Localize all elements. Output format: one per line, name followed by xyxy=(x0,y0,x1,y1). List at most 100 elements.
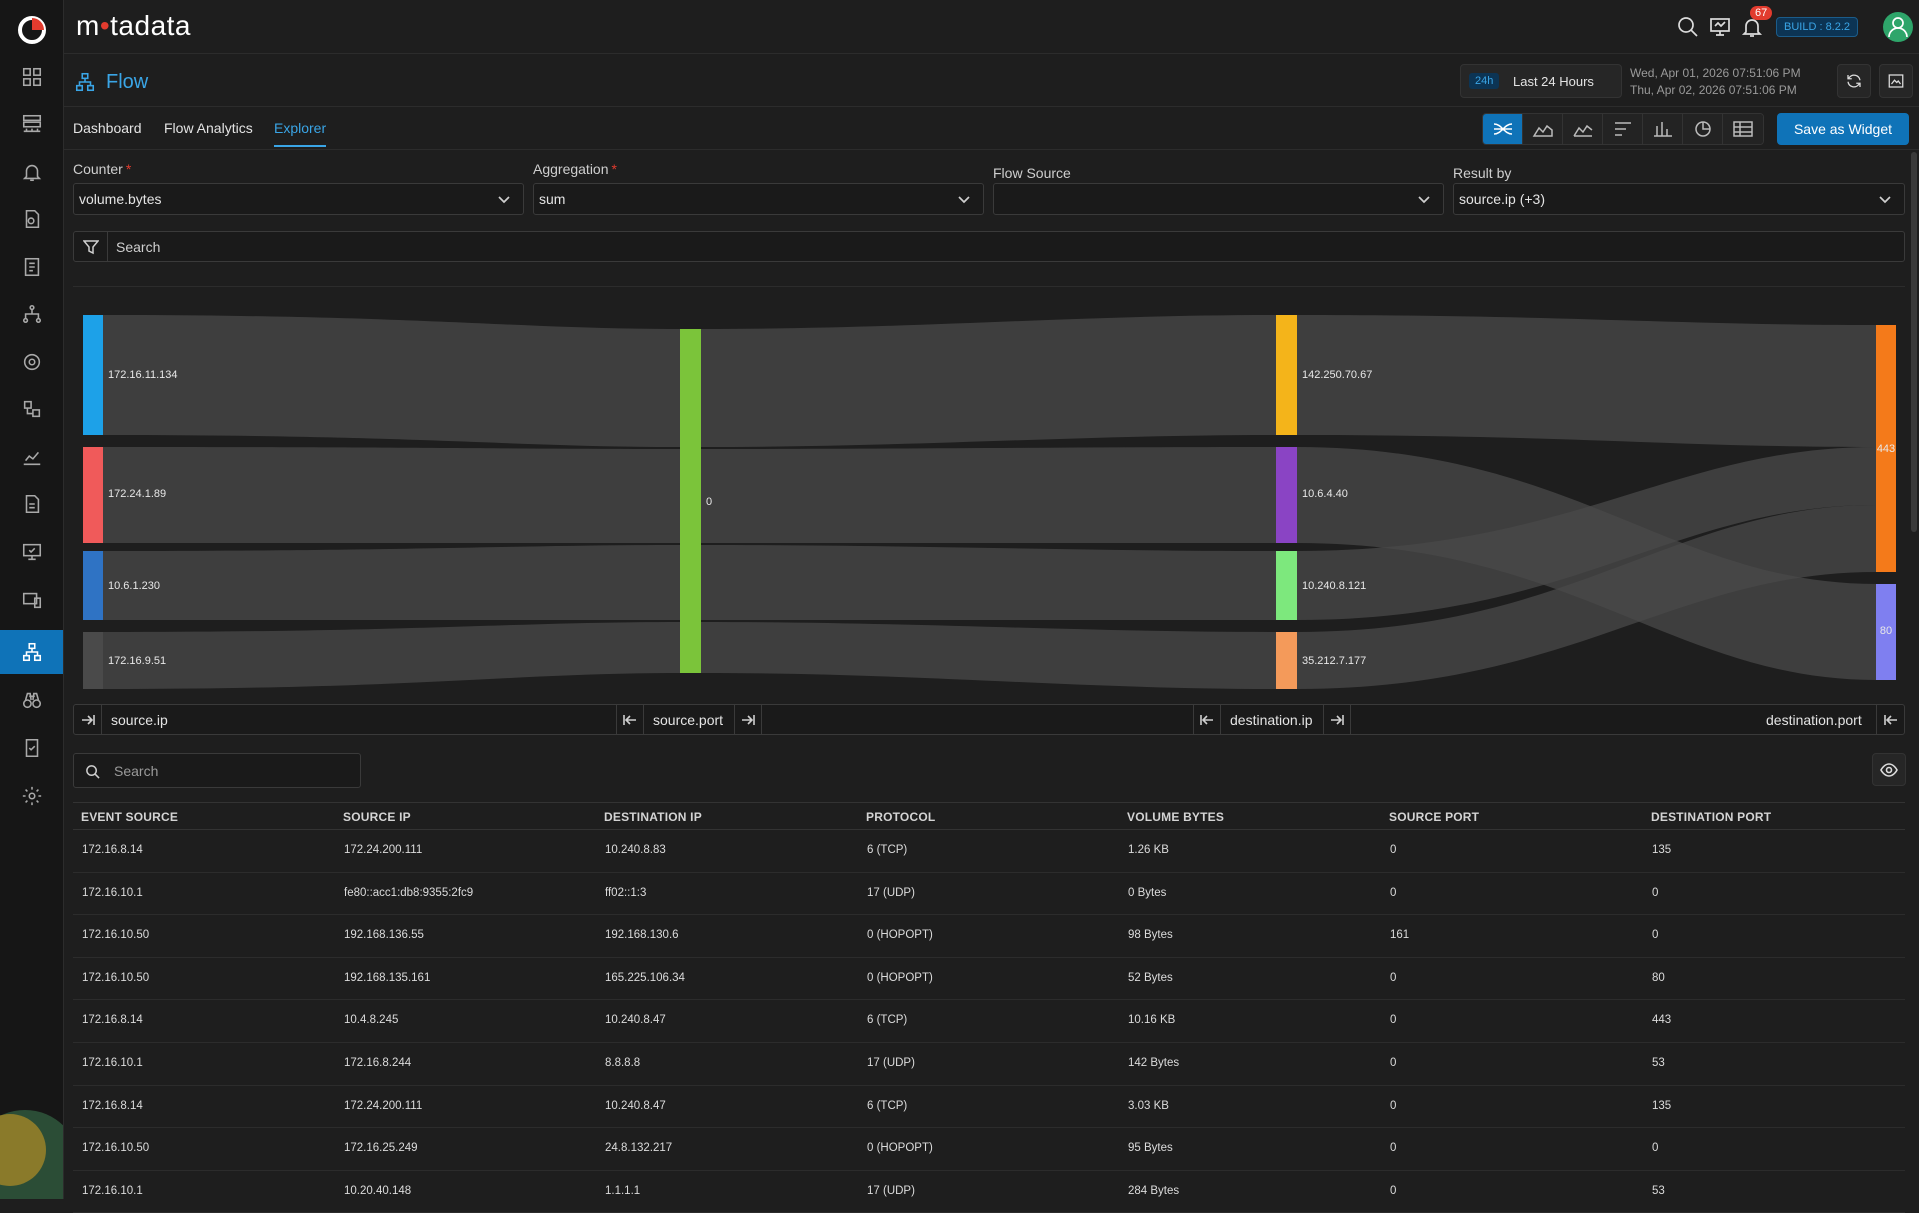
bell-icon[interactable] xyxy=(1740,15,1764,39)
area-chart-icon[interactable] xyxy=(1523,114,1563,144)
remote-desktop-icon[interactable] xyxy=(0,530,63,574)
dimension-source-port[interactable]: source.port xyxy=(653,711,724,728)
result-by-select[interactable]: source.ip (+3) xyxy=(1453,183,1905,215)
table-cell: 53 xyxy=(1652,1056,1665,1069)
table-row[interactable]: 172.16.10.50 192.168.136.55 192.168.130.6 0… xyxy=(73,915,1905,958)
monitor-scan-icon[interactable] xyxy=(0,340,63,384)
vertical-bar-chart-icon[interactable] xyxy=(1643,114,1683,144)
tab-dashboard[interactable]: Dashboard xyxy=(73,120,142,136)
motadata-logo-icon[interactable] xyxy=(16,14,48,46)
table-cell: 0 (HOPOPT) xyxy=(867,1142,933,1155)
table-row[interactable]: 172.16.10.50 172.16.25.249 24.8.132.217 0 (… xyxy=(73,1128,1905,1171)
table-cell: 0 (HOPOPT) xyxy=(867,971,933,984)
expand-right-icon[interactable] xyxy=(1323,705,1351,734)
monitor-icon[interactable] xyxy=(1708,15,1732,39)
table-cell: 172.24.200.111 xyxy=(344,844,423,856)
flow-icon xyxy=(74,71,96,93)
result-by-label: Result by xyxy=(1453,165,1512,181)
table-cell: 3.03 KB xyxy=(1128,1099,1169,1112)
node-label: 172.16.11.134 xyxy=(108,369,178,381)
table-row[interactable]: 172.16.10.50 192.168.135.161 165.225.106.3… xyxy=(73,958,1905,1001)
filter-funnel-icon[interactable] xyxy=(74,232,108,261)
node-label: 172.24.1.89 xyxy=(108,488,166,500)
binoculars-icon[interactable] xyxy=(0,678,63,722)
refresh-button[interactable] xyxy=(1837,64,1871,98)
document-icon[interactable] xyxy=(0,482,63,526)
export-image-button[interactable] xyxy=(1879,64,1913,98)
chevron-down-icon xyxy=(958,196,970,204)
dimension-destination-port[interactable]: destination.port xyxy=(1766,711,1862,728)
settings-gear-icon[interactable] xyxy=(0,774,63,818)
log-icon[interactable] xyxy=(0,197,63,241)
flow-source-select[interactable] xyxy=(993,183,1444,215)
save-as-widget-button[interactable]: Save as Widget xyxy=(1777,113,1909,145)
user-avatar[interactable] xyxy=(1883,12,1913,42)
page-title: Flow xyxy=(106,71,149,93)
report-icon[interactable] xyxy=(0,245,63,289)
device-icon[interactable] xyxy=(0,578,63,622)
decorative-shape-icon xyxy=(0,1110,63,1199)
pie-chart-icon[interactable] xyxy=(1683,114,1723,144)
table-row[interactable]: 172.16.10.1 10.20.40.148 1.1.1.1 17 (UDP) 28… xyxy=(73,1171,1905,1213)
sankey-link xyxy=(1297,447,1876,680)
table-cell: 142 Bytes xyxy=(1128,1056,1180,1069)
column-header[interactable]: DESTINATION PORT xyxy=(1651,810,1772,824)
sankey-links xyxy=(103,315,1876,689)
table-row[interactable]: 172.16.8.14 10.4.8.245 10.240.8.47 6 (TCP) 1… xyxy=(73,1000,1905,1043)
filter-search-input[interactable] xyxy=(116,239,1816,255)
collapse-left-icon[interactable] xyxy=(1876,705,1904,734)
sankey-link xyxy=(701,315,1276,447)
node-port-80 xyxy=(1876,584,1896,680)
counter-select[interactable]: volume.bytes xyxy=(73,183,524,215)
apm-icon[interactable] xyxy=(0,387,63,431)
time-range-selector[interactable]: 24h Last 24 Hours xyxy=(1460,64,1622,98)
table-row[interactable]: 172.16.10.1 172.16.8.244 8.8.8.8 17 (UDP) 14… xyxy=(73,1043,1905,1086)
sankey-chart: 172.16.11.134 172.24.1.89 10.6.1.230 172… xyxy=(83,315,1896,689)
search-icon[interactable] xyxy=(1676,15,1700,39)
horizontal-bar-chart-icon[interactable] xyxy=(1603,114,1643,144)
expand-right-icon[interactable] xyxy=(74,705,102,734)
tab-flow-analytics[interactable]: Flow Analytics xyxy=(164,120,253,136)
collapse-left-icon[interactable] xyxy=(1193,705,1221,734)
brand-logo[interactable]: m•tadata xyxy=(76,10,191,41)
sankey-link xyxy=(103,545,680,620)
column-header[interactable]: EVENT SOURCE xyxy=(81,810,179,824)
table-cell: 0 xyxy=(1652,1142,1659,1155)
node-label: 10.6.4.40 xyxy=(1302,488,1348,500)
table-cell: 8.8.8.8 xyxy=(605,1056,641,1069)
expand-right-icon[interactable] xyxy=(734,705,762,734)
metrics-chart-icon[interactable] xyxy=(0,435,63,479)
grid-table-icon[interactable] xyxy=(1723,114,1763,144)
server-icon[interactable] xyxy=(0,102,63,146)
column-header[interactable]: PROTOCOL xyxy=(866,810,936,824)
bell-alert-icon[interactable] xyxy=(0,150,63,194)
aggregation-select[interactable]: sum xyxy=(533,183,984,215)
table-row[interactable]: 172.16.10.1 fe80::acc1:db8:9355:2fc9 ff02:… xyxy=(73,873,1905,916)
dashboard-grid-icon[interactable] xyxy=(0,55,63,99)
notification-count-badge[interactable]: 67 xyxy=(1750,6,1773,20)
table-cell: 10.16 KB xyxy=(1128,1014,1176,1027)
collapse-left-icon[interactable] xyxy=(616,705,644,734)
top-bar: m•tadata 67 BUILD : 8.2.2 xyxy=(64,0,1919,54)
table-search-input[interactable] xyxy=(114,763,344,779)
chevron-down-icon xyxy=(498,196,510,204)
node-label: 35.212.7.177 xyxy=(1302,655,1366,667)
sankey-chart-icon[interactable] xyxy=(1483,114,1523,144)
line-chart-icon[interactable] xyxy=(1563,114,1603,144)
table-row[interactable]: 172.16.8.14 172.24.200.111 10.240.8.83 6 (T… xyxy=(73,830,1905,873)
dimension-source-ip[interactable]: source.ip xyxy=(111,711,168,728)
date-from: Wed, Apr 01, 2026 07:51:06 PM xyxy=(1630,66,1801,80)
scrollbar[interactable] xyxy=(1911,152,1917,532)
column-header[interactable]: SOURCE PORT xyxy=(1389,810,1480,824)
table-row[interactable]: 172.16.8.14 172.24.200.111 10.240.8.47 6 (T… xyxy=(73,1086,1905,1129)
tab-explorer[interactable]: Explorer xyxy=(274,120,327,147)
column-visibility-button[interactable] xyxy=(1872,753,1906,786)
dimension-destination-ip[interactable]: destination.ip xyxy=(1230,711,1313,728)
column-header[interactable]: DESTINATION IP xyxy=(604,810,702,824)
column-header[interactable]: SOURCE IP xyxy=(343,810,411,824)
column-header[interactable]: VOLUME BYTES xyxy=(1127,810,1225,824)
compliance-icon[interactable] xyxy=(0,726,63,770)
table-cell: 172.24.200.111 xyxy=(344,1099,423,1112)
flow-nav-icon[interactable] xyxy=(0,630,63,674)
topology-icon[interactable] xyxy=(0,292,63,336)
